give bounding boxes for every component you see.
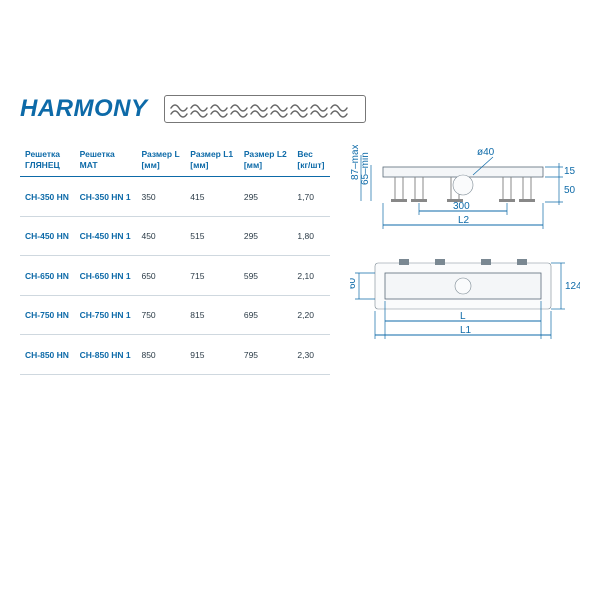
col-h: Размер L[мм] [136, 145, 185, 177]
table-cell: 750 [136, 295, 185, 335]
table-cell: 415 [185, 177, 239, 217]
svg-text:50: 50 [564, 185, 576, 196]
technical-diagram: 87–max 65–min [350, 145, 580, 375]
svg-text:L2: L2 [458, 215, 470, 226]
table-row: CH-650 HNCH-650 HN 16507155952,10 [20, 256, 330, 296]
col-h: РешеткаМАТ [75, 145, 137, 177]
svg-text:60: 60 [350, 277, 358, 289]
table-row: CH-450 HNCH-450 HN 14505152951,80 [20, 216, 330, 256]
table-cell: CH-350 HN 1 [75, 177, 137, 217]
table-cell: 715 [185, 256, 239, 296]
table-cell: 650 [136, 256, 185, 296]
table-cell: 850 [136, 335, 185, 375]
svg-text:124: 124 [565, 281, 580, 292]
table-cell: 450 [136, 216, 185, 256]
table-cell: 795 [239, 335, 293, 375]
table-cell: 515 [185, 216, 239, 256]
page-title: HARMONY [20, 95, 148, 123]
table-cell: 1,80 [292, 216, 330, 256]
table-cell: 595 [239, 256, 293, 296]
svg-text:L: L [460, 311, 466, 322]
col-h: РешеткаГЛЯНЕЦ [20, 145, 75, 177]
table-cell: CH-850 HN [20, 335, 75, 375]
table-row: CH-750 HNCH-750 HN 17508156952,20 [20, 295, 330, 335]
table-cell: 295 [239, 216, 293, 256]
table-cell: CH-650 HN [20, 256, 75, 296]
svg-text:ø40: ø40 [477, 147, 495, 158]
table-cell: 2,10 [292, 256, 330, 296]
svg-text:65–min: 65–min [360, 152, 371, 185]
spec-table: РешеткаГЛЯНЕЦ РешеткаМАТ Размер L[мм] Ра… [20, 145, 330, 375]
table-cell: 295 [239, 177, 293, 217]
col-h: Размер L2[мм] [239, 145, 293, 177]
table-cell: 1,70 [292, 177, 330, 217]
title-row: HARMONY [20, 95, 580, 123]
table-cell: CH-450 HN [20, 216, 75, 256]
svg-text:L1: L1 [460, 325, 472, 336]
table-cell: 2,20 [292, 295, 330, 335]
svg-text:300: 300 [453, 201, 470, 212]
table-cell: CH-850 HN 1 [75, 335, 137, 375]
col-h: Размер L1[мм] [185, 145, 239, 177]
table-cell: CH-350 HN [20, 177, 75, 217]
table-cell: 350 [136, 177, 185, 217]
table-row: CH-850 HNCH-850 HN 18509157952,30 [20, 335, 330, 375]
table-cell: CH-750 HN 1 [75, 295, 137, 335]
table-cell: CH-650 HN 1 [75, 256, 137, 296]
table-cell: 2,30 [292, 335, 330, 375]
table-cell: 815 [185, 295, 239, 335]
table-cell: CH-750 HN [20, 295, 75, 335]
table-cell: 695 [239, 295, 293, 335]
table-cell: CH-450 HN 1 [75, 216, 137, 256]
grate-pattern-icon [164, 95, 366, 123]
table-header-row: РешеткаГЛЯНЕЦ РешеткаМАТ Размер L[мм] Ра… [20, 145, 330, 177]
svg-text:15: 15 [564, 166, 576, 177]
col-h: Вес[кг/шт] [292, 145, 330, 177]
table-cell: 915 [185, 335, 239, 375]
table-row: CH-350 HNCH-350 HN 13504152951,70 [20, 177, 330, 217]
